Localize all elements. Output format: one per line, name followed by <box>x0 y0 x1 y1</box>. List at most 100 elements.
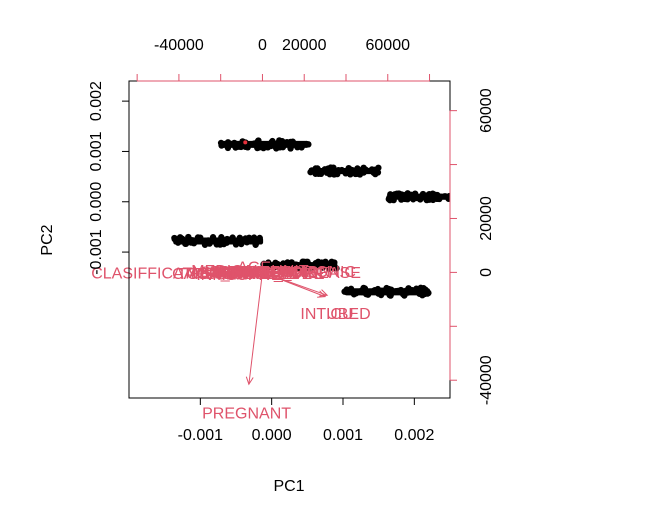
score-point <box>307 168 314 176</box>
loading-label: PNEUMONIA <box>212 264 309 281</box>
right-tick-label: 0 <box>478 268 495 277</box>
score-point <box>353 170 360 178</box>
score-point <box>204 237 212 244</box>
loading-label: TOBACCO <box>177 266 256 283</box>
score-point <box>232 241 240 248</box>
score-point <box>417 193 424 200</box>
loading-label: CARDIOVASCULAR <box>172 266 319 283</box>
highlight-point <box>243 140 248 145</box>
score-points <box>171 137 450 299</box>
score-point <box>317 170 325 178</box>
loading-label: OBESITY <box>228 264 298 281</box>
x-tick-label: 0.001 <box>323 427 363 444</box>
score-point <box>256 237 263 245</box>
score-point <box>287 145 294 152</box>
y-tick-label: 0.001 <box>88 131 105 171</box>
score-point <box>361 167 368 175</box>
loading-arrow <box>262 271 328 296</box>
score-point <box>217 139 225 147</box>
loading-label: SEX <box>215 266 247 283</box>
loading-arrow <box>216 271 263 274</box>
score-point <box>370 169 377 176</box>
y-tick-label: 0.000 <box>88 182 105 222</box>
right-tick-label: 60000 <box>478 88 495 133</box>
y-axis-title: PC2 <box>39 224 56 255</box>
score-point <box>305 141 312 148</box>
score-point <box>236 234 243 241</box>
loading-label: OTHER_DISEASE <box>227 265 361 282</box>
loading-label: HIPERTENSION <box>211 264 331 281</box>
score-point <box>253 140 260 148</box>
score-point <box>267 142 275 150</box>
score-point <box>279 143 287 151</box>
score-point <box>343 286 350 293</box>
y-tick-label: -0.001 <box>88 229 105 274</box>
x-axis-top-secondary: -40000 0 20000 60000 <box>136 37 431 82</box>
top-tick-label: 60000 <box>366 37 411 54</box>
score-point <box>385 195 393 203</box>
loading-label: AGE <box>237 259 271 276</box>
score-point <box>433 195 440 202</box>
score-point <box>182 240 190 247</box>
loading-label: INMSUPR <box>196 267 270 284</box>
score-point <box>335 167 342 174</box>
loading-arrowhead <box>319 289 329 297</box>
score-point <box>345 164 352 172</box>
score-point <box>360 284 367 292</box>
score-point <box>327 169 334 177</box>
score-point <box>250 235 258 242</box>
score-point <box>218 234 225 241</box>
loading-label: MEDICAL_UNIT <box>191 263 309 280</box>
loading-label: DIABETES <box>244 266 323 283</box>
score-point <box>442 193 449 200</box>
score-point <box>410 196 417 203</box>
loading-arrow <box>248 272 263 385</box>
y-axis-left: -0.001 0.000 0.001 0.002 <box>88 81 130 275</box>
score-point <box>260 260 268 268</box>
x-tick-label: 0.002 <box>394 427 434 444</box>
score-point <box>223 235 231 243</box>
loading-arrowhead <box>286 268 295 276</box>
score-point <box>224 144 232 152</box>
loading-label: USMER <box>192 265 250 282</box>
score-point <box>244 144 251 151</box>
loading-arrowhead <box>245 376 254 386</box>
x-axis-title: PC1 <box>273 478 304 495</box>
score-point <box>331 259 338 266</box>
loading-label: CLASIFFICATION_FINAL <box>91 265 275 282</box>
loading-label: PATIENT_TYPE <box>209 266 325 283</box>
score-point <box>194 234 202 241</box>
score-point <box>393 190 400 198</box>
score-point <box>424 290 431 297</box>
score-point <box>224 139 232 146</box>
score-point <box>304 261 311 268</box>
loading-arrows <box>215 265 329 386</box>
score-point <box>269 137 276 145</box>
score-point <box>284 259 291 266</box>
y-axis-right-secondary: -40000 0 20000 60000 <box>449 88 495 405</box>
loading-arrowhead <box>215 269 224 277</box>
score-point <box>209 234 217 241</box>
score-point <box>267 263 275 270</box>
loading-arrowhead <box>221 267 231 276</box>
loading-label: PREGNANT <box>202 406 291 423</box>
loading-arrowhead <box>258 268 268 276</box>
score-point <box>417 284 424 292</box>
score-point <box>350 288 358 296</box>
loading-arrow <box>262 270 288 273</box>
score-point <box>188 236 195 244</box>
score-point <box>243 238 251 245</box>
score-point <box>375 290 382 297</box>
score-point <box>308 263 316 271</box>
loading-label: COPD <box>218 265 264 282</box>
score-point <box>423 196 430 204</box>
score-point <box>375 164 382 172</box>
loading-arrowhead <box>262 268 272 277</box>
x-axis-bottom: -0.001 0.000 0.001 0.002 <box>178 397 434 444</box>
loading-label: ASTHMA <box>189 264 256 281</box>
score-point <box>399 290 407 298</box>
score-point <box>175 235 183 242</box>
